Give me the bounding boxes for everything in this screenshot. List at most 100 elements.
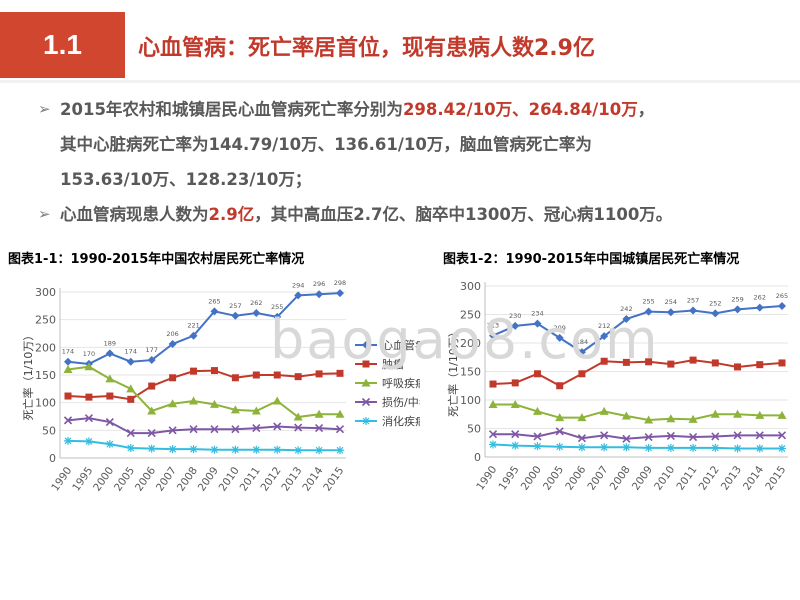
data-point xyxy=(85,393,93,401)
data-point xyxy=(189,331,198,340)
data-point xyxy=(600,357,608,365)
x-tick-label: 1990 xyxy=(49,465,74,494)
data-point xyxy=(252,424,261,433)
data-point xyxy=(689,443,698,452)
data-point xyxy=(294,291,303,300)
data-point xyxy=(63,416,73,425)
y-tick-label: 250 xyxy=(35,314,56,327)
x-tick-label: 2008 xyxy=(175,465,200,494)
data-point xyxy=(293,412,303,421)
data-label: 184 xyxy=(576,338,588,346)
bullet-list: ➢ 2015年农村和城镇居民心血管病死亡率分别为298.42/10万、264.8… xyxy=(38,92,798,232)
data-point xyxy=(148,382,156,390)
data-label: 252 xyxy=(709,299,721,307)
data-point xyxy=(733,305,742,314)
data-point xyxy=(315,446,324,455)
y-tick-label: 50 xyxy=(467,423,481,436)
chart-1-title: 图表1-1：1990-2015年中国农村居民死亡率情况 xyxy=(8,252,305,267)
data-point xyxy=(733,409,743,418)
data-point xyxy=(63,364,73,373)
section-number-box: 1.1 xyxy=(0,12,125,78)
data-point xyxy=(231,311,240,320)
data-point xyxy=(210,445,219,454)
y-tick-label: 300 xyxy=(460,280,481,293)
data-point xyxy=(755,410,765,419)
data-point xyxy=(273,371,281,379)
data-point xyxy=(577,443,586,452)
data-point xyxy=(84,362,94,371)
data-point xyxy=(644,432,653,442)
data-point xyxy=(294,423,303,432)
data-point xyxy=(252,371,260,379)
x-tick-label: 2015 xyxy=(321,465,346,494)
x-tick-label: 2006 xyxy=(563,464,588,493)
data-point xyxy=(711,443,720,452)
data-point xyxy=(64,436,72,445)
chart-rural-mortality: 0501001502002503001990199520002005200620… xyxy=(21,279,420,494)
data-point xyxy=(600,431,609,440)
data-point xyxy=(733,431,742,440)
bullet-1-line-3: 153.63/10万、128.23/10万； xyxy=(60,170,312,189)
x-tick-label: 2009 xyxy=(630,464,655,493)
data-point xyxy=(336,446,344,455)
data-point xyxy=(105,374,115,383)
data-point xyxy=(511,321,520,330)
data-point xyxy=(105,417,114,427)
series-0: 213 230 234 209 184 212 242 255 254 257 252 259 262 2… xyxy=(487,292,788,357)
data-point xyxy=(168,399,178,408)
data-point xyxy=(600,443,609,452)
x-tick-label: 2005 xyxy=(112,465,137,494)
data-point xyxy=(645,358,653,366)
data-point xyxy=(210,425,219,434)
data-point xyxy=(168,340,177,349)
data-label: 206 xyxy=(166,330,178,338)
data-point xyxy=(555,333,564,342)
data-label: 212 xyxy=(598,322,610,330)
legend-item: 呼吸疾病 xyxy=(355,376,420,390)
legend-label: 损伤/中毒 xyxy=(382,395,420,409)
data-label: 298 xyxy=(334,279,346,287)
data-point xyxy=(147,429,156,438)
data-point xyxy=(666,308,675,317)
series-line xyxy=(67,365,340,419)
data-point xyxy=(555,442,564,451)
data-point xyxy=(314,409,324,418)
data-point xyxy=(294,373,302,381)
data-label: 255 xyxy=(642,298,654,306)
data-point xyxy=(126,444,135,453)
chart-2-title: 图表1-2：1990-2015年中国城镇居民死亡率情况 xyxy=(443,252,740,267)
data-label: 234 xyxy=(531,310,543,318)
data-point xyxy=(710,409,720,418)
data-point xyxy=(105,440,114,449)
x-tick-label: 2010 xyxy=(652,464,677,493)
y-tick-label: 200 xyxy=(35,341,56,354)
data-point xyxy=(755,431,764,440)
legend-label: 呼吸疾病 xyxy=(382,376,420,390)
data-point xyxy=(621,411,631,420)
data-point xyxy=(777,431,787,440)
data-point xyxy=(577,348,586,357)
x-tick-label: 2008 xyxy=(608,464,633,493)
data-point xyxy=(599,406,609,415)
bullet-2-pre: 心血管病现患人数为 xyxy=(60,205,209,224)
series-3 xyxy=(63,414,345,438)
data-point xyxy=(711,359,719,367)
data-point xyxy=(644,415,654,424)
x-tick-label: 2006 xyxy=(133,465,158,494)
data-point xyxy=(209,399,219,408)
x-tick-label: 2014 xyxy=(300,465,325,494)
data-point xyxy=(577,434,586,443)
data-label: 259 xyxy=(731,295,743,303)
legend-item: 肿瘤 xyxy=(355,357,404,371)
data-point xyxy=(555,413,565,422)
data-point xyxy=(231,425,240,434)
legend-marker xyxy=(361,397,371,407)
data-point xyxy=(106,392,114,400)
data-point xyxy=(688,414,698,423)
series-2 xyxy=(488,400,787,424)
data-label: 262 xyxy=(250,299,262,307)
data-point xyxy=(600,332,609,341)
data-point xyxy=(777,410,787,419)
data-point xyxy=(622,434,631,443)
data-point xyxy=(489,380,497,388)
